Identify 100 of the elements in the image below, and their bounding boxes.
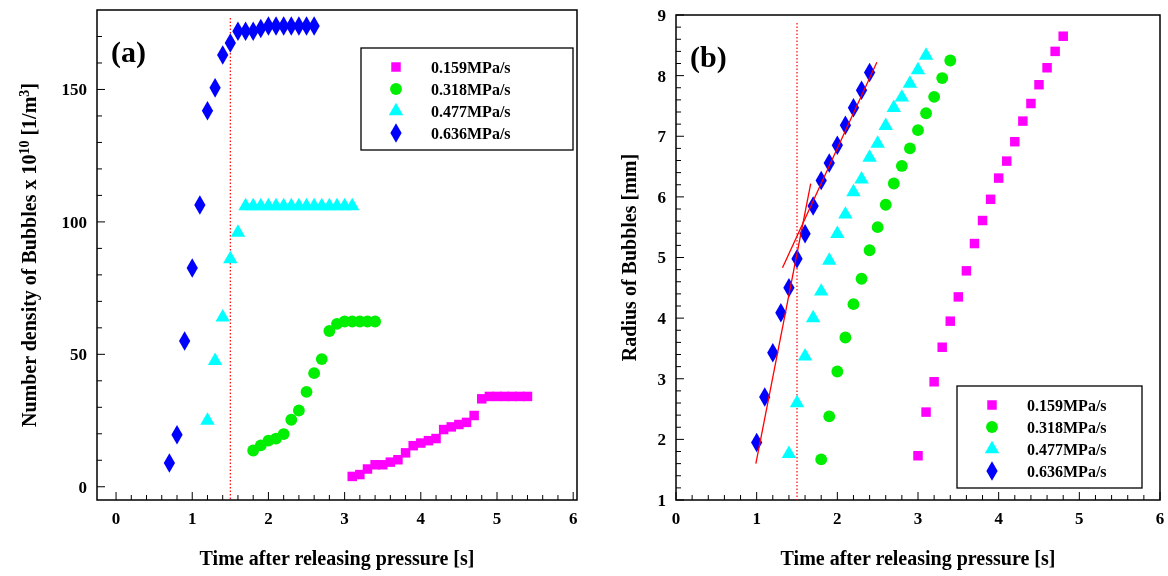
point <box>921 407 931 417</box>
x-tick-label: 0 <box>671 509 681 528</box>
point <box>822 252 837 265</box>
point <box>910 61 926 75</box>
point <box>871 221 884 234</box>
text: (b) <box>690 40 727 74</box>
point <box>920 107 932 120</box>
legend-label: 0.477MPa/s <box>431 102 511 120</box>
point <box>961 266 972 276</box>
y-tick-label: 0 <box>78 477 87 497</box>
point <box>431 433 441 444</box>
point <box>912 124 924 137</box>
point <box>308 367 321 380</box>
legend-label: 0.159MPa/s <box>1027 396 1107 414</box>
point <box>937 342 947 352</box>
legend-label: 0.636MPa/s <box>431 124 511 142</box>
point <box>1034 79 1044 90</box>
x-tick-label: 2 <box>833 509 842 528</box>
point <box>355 469 365 480</box>
point <box>839 331 852 344</box>
point <box>223 250 238 264</box>
point <box>1058 31 1068 41</box>
point <box>894 89 910 102</box>
point <box>879 198 892 211</box>
x-tick-label: 2 <box>264 509 273 528</box>
y-tick-label: 6 <box>657 187 666 207</box>
point <box>230 224 246 237</box>
point <box>944 54 957 67</box>
y-tick-label: 3 <box>657 369 666 389</box>
legend-label: 0.318MPa/s <box>1027 418 1107 436</box>
x-tick-label: 5 <box>492 509 502 528</box>
point <box>904 142 916 155</box>
point <box>292 404 305 417</box>
point <box>985 194 996 205</box>
x-tick-label: 5 <box>1075 509 1084 528</box>
point <box>207 352 223 366</box>
point <box>1010 136 1020 147</box>
y-tick-label: 7 <box>657 127 667 147</box>
point <box>953 292 964 302</box>
x-tick-label: 4 <box>994 509 1004 528</box>
point <box>469 410 479 421</box>
y-tick-label: 150 <box>61 80 87 100</box>
point <box>522 391 533 402</box>
point <box>215 308 230 322</box>
legend-label: 0.477MPa/s <box>1027 440 1107 458</box>
x-tick-label: 1 <box>187 509 197 528</box>
y-tick-label: 5 <box>657 248 666 268</box>
point <box>902 75 918 88</box>
point <box>855 272 868 285</box>
point <box>200 412 215 425</box>
point <box>878 117 893 131</box>
point <box>400 448 411 458</box>
y-tick-label: 1 <box>657 490 666 510</box>
point <box>969 238 980 249</box>
y-tick-label: 100 <box>61 212 87 232</box>
x-axis-title: Time after releasing pressure [s] <box>780 547 1056 570</box>
point <box>838 206 853 219</box>
point <box>830 225 845 239</box>
point <box>846 183 861 197</box>
x-tick-label: 0 <box>111 509 121 528</box>
legend-label: 0.159MPa/s <box>431 58 511 76</box>
point <box>789 394 805 408</box>
point <box>781 445 797 459</box>
point <box>315 353 328 365</box>
point <box>1018 116 1028 126</box>
point <box>797 347 813 361</box>
point <box>929 377 939 387</box>
point <box>831 365 844 378</box>
x-tick-label: 3 <box>340 509 349 528</box>
y-tick-label: 50 <box>70 345 87 365</box>
point <box>1050 46 1060 57</box>
point <box>823 410 836 423</box>
x-tick-label: 4 <box>416 509 426 528</box>
point <box>323 325 336 337</box>
point <box>815 453 828 466</box>
point <box>945 316 956 326</box>
point <box>977 215 988 226</box>
y-axis-title: Radius of Bubbles [mm] <box>618 153 640 362</box>
point <box>863 244 876 257</box>
x-tick-label: 1 <box>752 509 761 528</box>
x-tick-label: 3 <box>913 509 923 528</box>
point <box>1026 98 1036 109</box>
point <box>993 173 1004 183</box>
point <box>887 177 900 190</box>
point <box>847 298 860 311</box>
point <box>393 455 403 465</box>
point <box>345 197 360 211</box>
text: (a) <box>111 35 146 69</box>
x-tick-label: 6 <box>1155 509 1165 528</box>
y-tick-label: 8 <box>657 66 666 86</box>
point <box>895 160 908 172</box>
legend-label: 0.318MPa/s <box>431 80 511 98</box>
x-axis-title: Time after releasing pressure [s] <box>199 547 475 570</box>
point <box>285 413 298 426</box>
point <box>918 47 934 60</box>
y-tick-label: 9 <box>657 5 666 25</box>
point <box>913 451 923 461</box>
point <box>870 135 885 148</box>
point <box>862 149 877 162</box>
point <box>928 90 941 103</box>
